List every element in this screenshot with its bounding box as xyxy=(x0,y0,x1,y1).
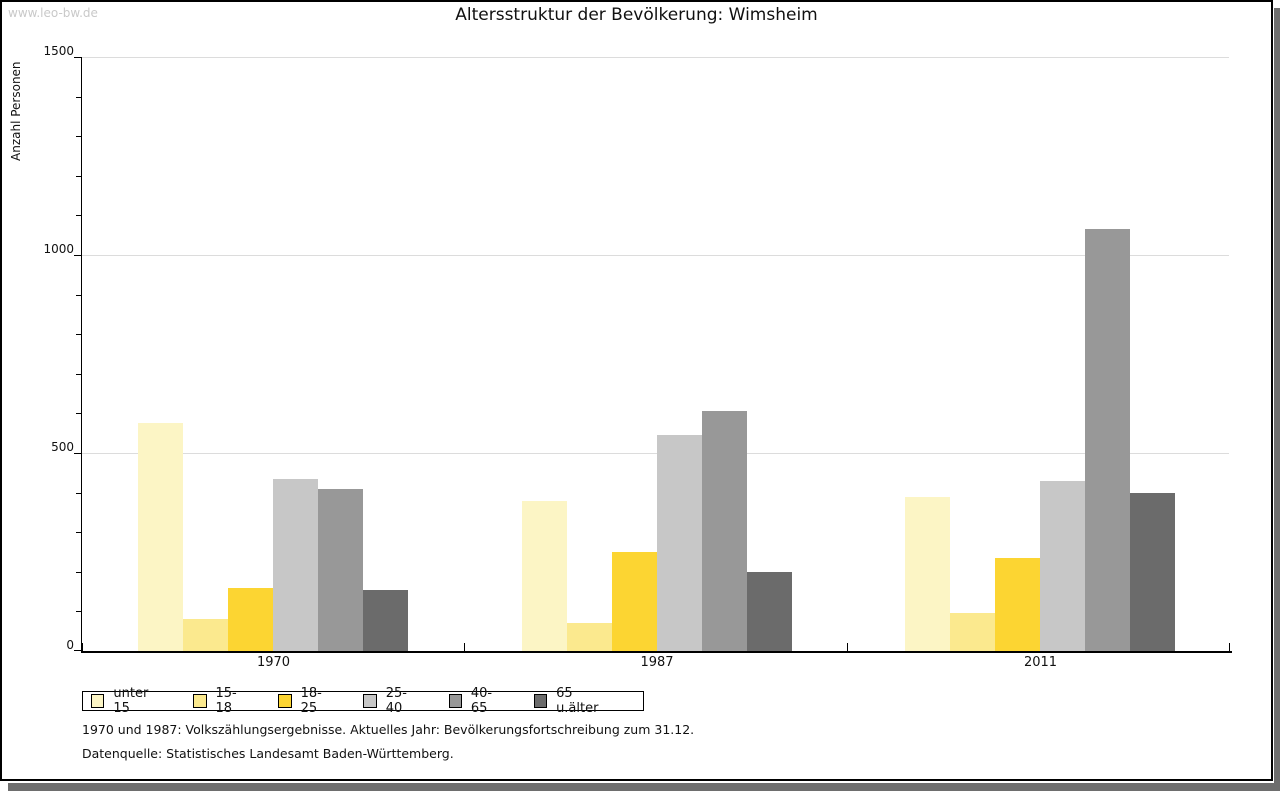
legend-swatch-15-18 xyxy=(193,694,207,708)
y-minor-tick-1400 xyxy=(76,96,81,98)
bar-2011-unter 15 xyxy=(905,497,950,651)
legend-item-15-18: 15-18 xyxy=(193,686,251,716)
legend-item-65 u.älter: 65 u.älter xyxy=(533,686,616,716)
bar-1987-15-18 xyxy=(566,623,612,651)
bar-2011-25-40 xyxy=(1040,481,1085,651)
bar-2011-40-65 xyxy=(1085,229,1130,651)
legend-label: 25-40 xyxy=(385,686,407,716)
legend-label: 18-25 xyxy=(300,686,322,716)
page-shadow-right xyxy=(1274,8,1280,791)
legend-item-25-40: 25-40 xyxy=(363,686,421,716)
y-minor-tick-800 xyxy=(76,334,81,336)
legend-label: unter 15 xyxy=(113,686,149,716)
bar-1970-unter 15 xyxy=(138,423,183,651)
bar-1987-65 u.älter xyxy=(746,572,792,651)
y-minor-tick-1200 xyxy=(76,175,81,177)
bar-2011-18-25 xyxy=(995,558,1040,651)
y-axis-line xyxy=(81,57,82,652)
chart-title: Altersstruktur der Bevölkerung: Wimsheim xyxy=(455,5,818,25)
legend-item-18-25: 18-25 xyxy=(278,686,336,716)
y-tick-label-500: 500 xyxy=(51,440,74,454)
legend-swatch-40-65 xyxy=(448,694,462,708)
y-tick-500 xyxy=(74,453,81,454)
bar-1987-18-25 xyxy=(611,552,657,651)
y-tick-label-1000: 1000 xyxy=(43,242,74,256)
x-category-label-1987: 1987 xyxy=(640,655,674,670)
y-minor-tick-1100 xyxy=(76,215,81,217)
plot-area: 0 500 1000 1500 1970 1987 2011 xyxy=(43,44,1232,670)
footnote-datasource: Datenquelle: Statistisches Landesamt Bad… xyxy=(82,746,454,761)
y-minor-tick-100 xyxy=(76,611,81,613)
y-minor-tick-200 xyxy=(76,571,81,573)
bar-1987-25-40 xyxy=(656,435,702,651)
legend-swatch-65 u.älter xyxy=(533,694,548,708)
y-axis-title: Anzahl Personen xyxy=(9,61,23,161)
legend-swatch-18-25 xyxy=(278,694,292,708)
y-tick-0 xyxy=(74,650,81,651)
y-tick-1000 xyxy=(74,255,81,256)
legend-label: 40-65 xyxy=(470,686,493,716)
bar-1970-25-40 xyxy=(273,479,318,651)
x-tick-0 xyxy=(82,643,83,651)
bar-1970-65 u.älter xyxy=(363,590,408,651)
y-tick-label-0: 0 xyxy=(66,638,74,652)
gridline-500 xyxy=(82,453,1229,454)
bar-2011-15-18 xyxy=(950,613,995,651)
x-category-label-2011: 2011 xyxy=(1023,655,1058,670)
y-minor-tick-1300 xyxy=(76,136,81,138)
legend-swatch-unter 15 xyxy=(91,694,105,708)
legend-item-40-65: 40-65 xyxy=(448,686,507,716)
y-minor-tick-600 xyxy=(76,413,81,415)
footnote-source-note: 1970 und 1987: Volkszählungsergebnisse. … xyxy=(82,722,695,737)
y-tick-label-1500: 1500 xyxy=(43,44,74,58)
y-minor-tick-300 xyxy=(76,532,81,534)
x-tick-1 xyxy=(463,643,465,651)
x-tick-3 xyxy=(1229,643,1230,651)
bar-2011-65 u.älter xyxy=(1130,493,1175,651)
legend-item-unter 15: unter 15 xyxy=(91,686,166,716)
bar-1987-40-65 xyxy=(701,411,747,651)
page-shadow-bottom xyxy=(8,783,1280,791)
x-category-label-1970: 1970 xyxy=(256,655,291,670)
gridline-1000 xyxy=(82,255,1229,256)
bar-1987-unter 15 xyxy=(521,501,567,651)
x-axis-line xyxy=(81,651,1232,653)
y-minor-tick-900 xyxy=(76,294,81,296)
bar-1970-15-18 xyxy=(183,619,228,651)
x-tick-2 xyxy=(847,643,848,651)
bar-1970-18-25 xyxy=(228,588,273,651)
bar-1970-40-65 xyxy=(318,489,363,651)
legend: unter 15 15-18 18-25 25-40 40-65 65 u.älter xyxy=(82,686,644,716)
y-minor-tick-700 xyxy=(76,373,81,375)
legend-swatch-25-40 xyxy=(363,694,377,708)
y-minor-tick-400 xyxy=(76,492,81,494)
watermark: www.leo-bw.de xyxy=(8,6,98,20)
y-tick-1500 xyxy=(74,57,81,58)
legend-label: 65 u.älter xyxy=(556,686,599,716)
gridline-1500 xyxy=(82,57,1229,58)
legend-label: 15-18 xyxy=(215,686,237,716)
